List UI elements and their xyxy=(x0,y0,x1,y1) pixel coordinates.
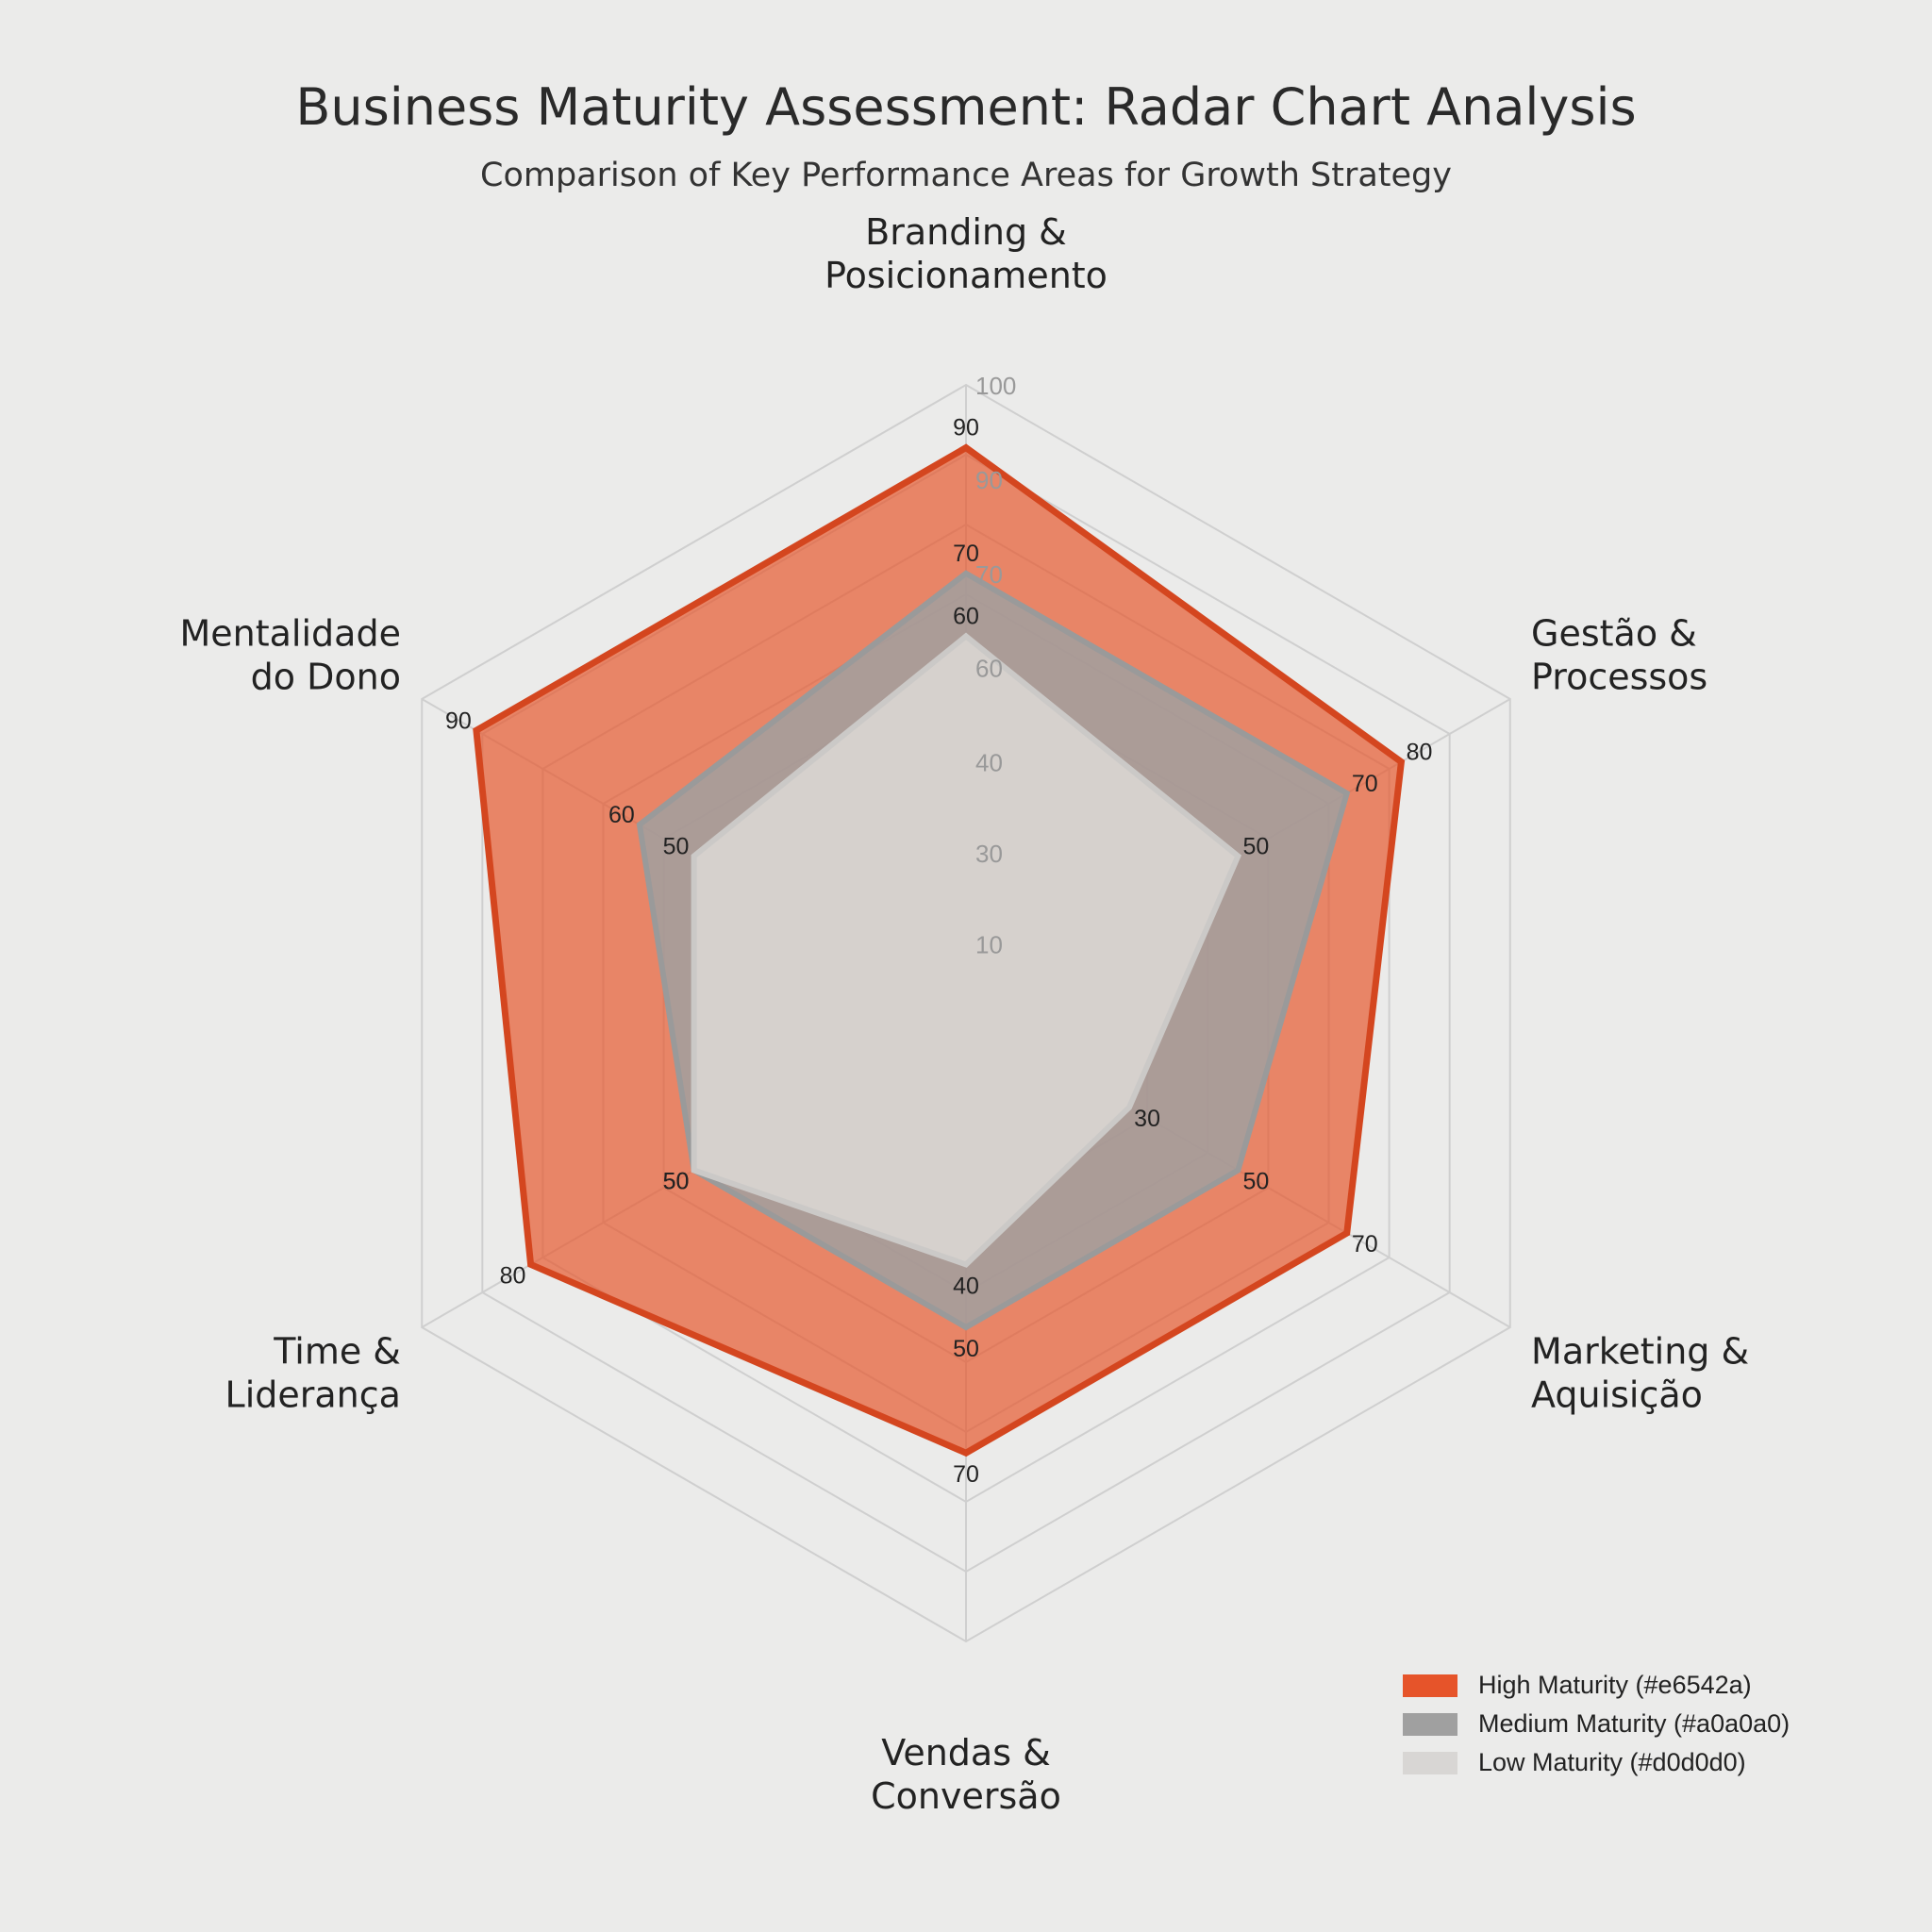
axis-label-5: Mentalidade xyxy=(179,613,400,655)
axis-label-0: Branding & xyxy=(865,211,1067,253)
series-area-low xyxy=(691,632,1242,1268)
data-label: 30 xyxy=(1134,1106,1160,1132)
axis-label-1: Gestão & xyxy=(1531,613,1697,655)
legend: High Maturity (#e6542a) Medium Maturity … xyxy=(1403,1666,1790,1782)
data-label: 50 xyxy=(663,1169,690,1195)
axis-label-4: Time & xyxy=(273,1331,401,1373)
chart-subtitle: Comparison of Key Performance Areas for … xyxy=(480,157,1452,194)
data-label: 70 xyxy=(953,541,979,567)
data-label: 50 xyxy=(663,834,690,860)
data-label: 90 xyxy=(445,708,472,734)
radial-tick-label: 60 xyxy=(975,655,1003,683)
axis-label-4: Liderança xyxy=(225,1374,401,1416)
data-label: 50 xyxy=(1243,1169,1270,1195)
radial-tick-label: 40 xyxy=(975,749,1003,777)
legend-label-low: Low Maturity (#d0d0d0) xyxy=(1478,1748,1746,1776)
axis-label-2: Aquisição xyxy=(1531,1374,1703,1416)
radial-tick-label: 30 xyxy=(975,840,1003,868)
data-label: 50 xyxy=(1243,834,1270,860)
legend-item-low[interactable]: Low Maturity (#d0d0d0) xyxy=(1403,1743,1790,1782)
axis-label-0: Posicionamento xyxy=(824,255,1108,296)
radial-tick-label: 70 xyxy=(975,560,1003,589)
legend-item-high[interactable]: High Maturity (#e6542a) xyxy=(1403,1666,1790,1705)
data-label: 70 xyxy=(1352,771,1378,797)
data-label: 50 xyxy=(953,1336,979,1362)
radial-tick-label: 90 xyxy=(975,466,1003,494)
data-label: 40 xyxy=(953,1273,979,1299)
data-label: 80 xyxy=(1407,740,1433,766)
axis-label-1: Processos xyxy=(1531,657,1707,698)
axis-label-3: Conversão xyxy=(871,1775,1061,1817)
legend-swatch-medium xyxy=(1403,1712,1457,1736)
data-label: 80 xyxy=(500,1262,526,1289)
radial-tick-label: 100 xyxy=(975,372,1016,400)
chart-title: Business Maturity Assessment: Radar Char… xyxy=(295,77,1637,137)
axis-label-5: do Dono xyxy=(251,657,401,698)
data-label: 60 xyxy=(953,603,979,629)
legend-swatch-low xyxy=(1403,1751,1457,1774)
radial-tick-label: 10 xyxy=(975,931,1003,959)
data-label: 70 xyxy=(1352,1231,1378,1257)
axis-label-2: Marketing & xyxy=(1531,1331,1749,1373)
data-label: 70 xyxy=(953,1461,979,1488)
legend-swatch-high xyxy=(1403,1674,1457,1697)
legend-label-high: High Maturity (#e6542a) xyxy=(1478,1671,1752,1699)
legend-item-medium[interactable]: Medium Maturity (#a0a0a0) xyxy=(1403,1705,1790,1743)
legend-label-medium: Medium Maturity (#a0a0a0) xyxy=(1478,1709,1790,1738)
data-label: 90 xyxy=(953,415,979,441)
data-label: 50 xyxy=(663,1169,690,1195)
axis-label-3: Vendas & xyxy=(881,1732,1050,1774)
data-label: 60 xyxy=(608,802,635,828)
